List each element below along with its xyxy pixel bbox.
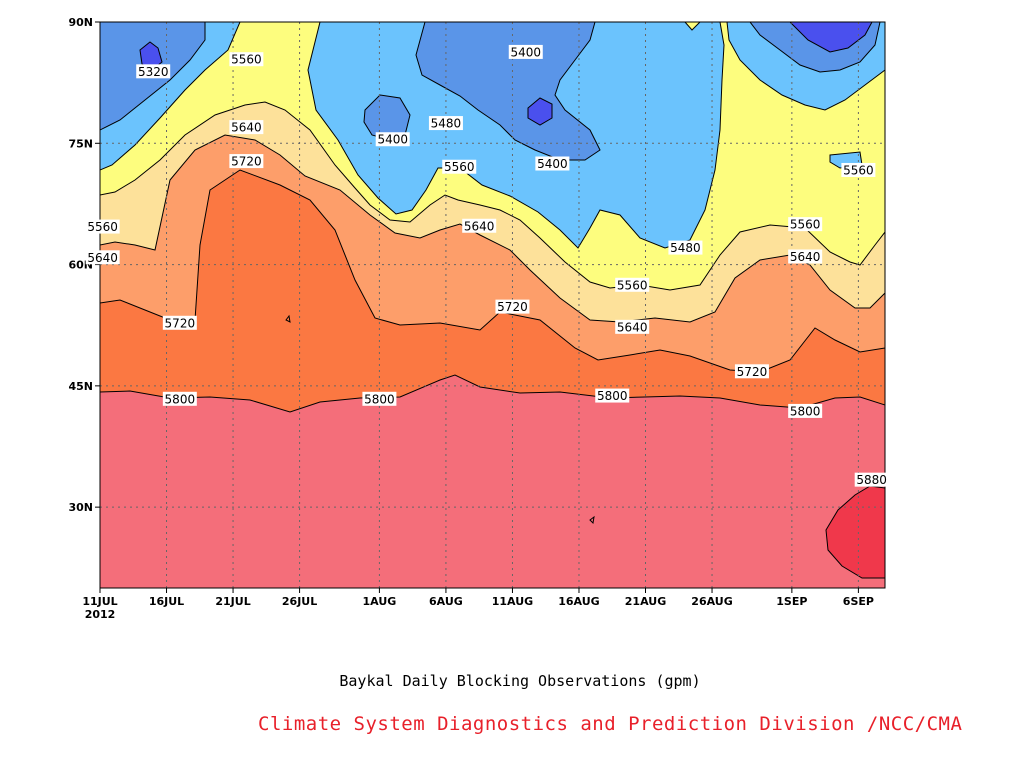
x-tick-label: 16AUG [558,595,599,608]
small-contour [589,515,595,525]
x-tick-label: 26AUG [691,595,732,608]
x-tick-label: 26JUL [282,595,317,608]
contour-label-bg [229,154,264,169]
y-tick-label: 75N [68,137,93,150]
y-tick-label: 30N [68,501,93,514]
band-5320-5400 [100,22,881,161]
contour-label: 5560 [617,278,648,292]
contour-label: 5800 [165,392,196,406]
contour-label: 5720 [737,365,768,379]
contour-label: 5720 [231,155,262,169]
contour-label-bg [375,132,410,147]
contour-label-bg [508,44,543,59]
contour-label-bg [136,64,171,79]
band-5400-5480 [100,22,885,249]
x-tick-label: 6AUG [429,595,463,608]
axis-ticks: 11JUL 16JUL 21JUL 26JUL 1AUG 6AUG 11AUG 16AUG 21… [68,16,873,621]
contour-label: 5720 [165,316,196,330]
contour-label: 5480 [431,117,462,131]
x-tick-label: 6SEP [843,595,874,608]
contour-label: 5560 [843,163,874,177]
contour-label-bg [428,116,463,131]
contour-label: 5400 [510,45,541,59]
contour-label: 5320 [138,65,169,79]
contour-label-bg [841,162,876,177]
x-tick-label: 21JUL [215,595,250,608]
contour-label: 5640 [790,250,821,264]
contour-label: 5640 [87,251,118,265]
contour-label-bg [85,219,120,234]
contour-label-bg [788,403,823,418]
contour-label-bg [442,159,477,174]
contour-label-bg [788,249,823,264]
contour-label: 5560 [87,220,118,234]
contour-label: 5560 [444,160,475,174]
contour-label-bg [595,388,630,403]
contour-label: 5560 [790,218,821,232]
contour-label: 5800 [597,389,628,403]
grid-lines [100,22,885,588]
band-below-5320 [139,22,873,126]
band-5880-plus [825,485,885,579]
y-tick-label: 45N [68,380,93,393]
contour-label-bg [854,472,889,487]
contour-label-bg [462,218,497,233]
contour-label: 5400 [537,157,568,171]
x-year-label: 2012 [85,608,116,621]
x-axis-title: Baykal Daily Blocking Observations (gpm) [339,672,701,690]
contour-label-bg [229,52,264,67]
contour-label-bg [734,364,769,379]
contour-label-bg [362,391,397,406]
contour-label: 5640 [231,121,262,135]
x-tick-label: 11AUG [492,595,533,608]
contour-label-bg [162,391,197,406]
x-tick-label: 11JUL [82,595,117,608]
contour-label: 5640 [617,320,648,334]
credit-line: Climate System Diagnostics and Predictio… [258,713,963,735]
contour-label-bg [229,120,264,135]
small-contour [285,314,291,323]
contour-label: 5640 [464,219,495,233]
y-tick-label: 90N [68,16,93,29]
contour-label: 5560 [231,53,262,67]
contour-label-bg [85,250,120,265]
contour-label-bg [495,299,530,314]
contour-label-bg [162,315,197,330]
contour-label-bg [535,156,570,171]
contour-label: 5400 [377,133,408,147]
contour-label: 5480 [670,241,701,255]
x-tick-label: 16JUL [149,595,184,608]
x-tick-label: 1AUG [363,595,397,608]
x-tick-label: 1SEP [776,595,807,608]
contour-label-bg [668,240,703,255]
plot-frame [99,21,886,589]
contour-label: 5720 [497,300,528,314]
x-tick-label: 21AUG [625,595,666,608]
contour-labels: 5320 5560 5640 5720 5560 5640 5720 5800 5400 5480… [85,44,889,487]
contour-label-bg [615,277,650,292]
contour-label-bg [788,217,823,232]
contour-label: 5800 [364,392,395,406]
contour-label: 5800 [790,404,821,418]
contour-label: 5880 [856,473,887,487]
contour-label-bg [615,319,650,334]
contour-fill-layer [100,22,885,588]
